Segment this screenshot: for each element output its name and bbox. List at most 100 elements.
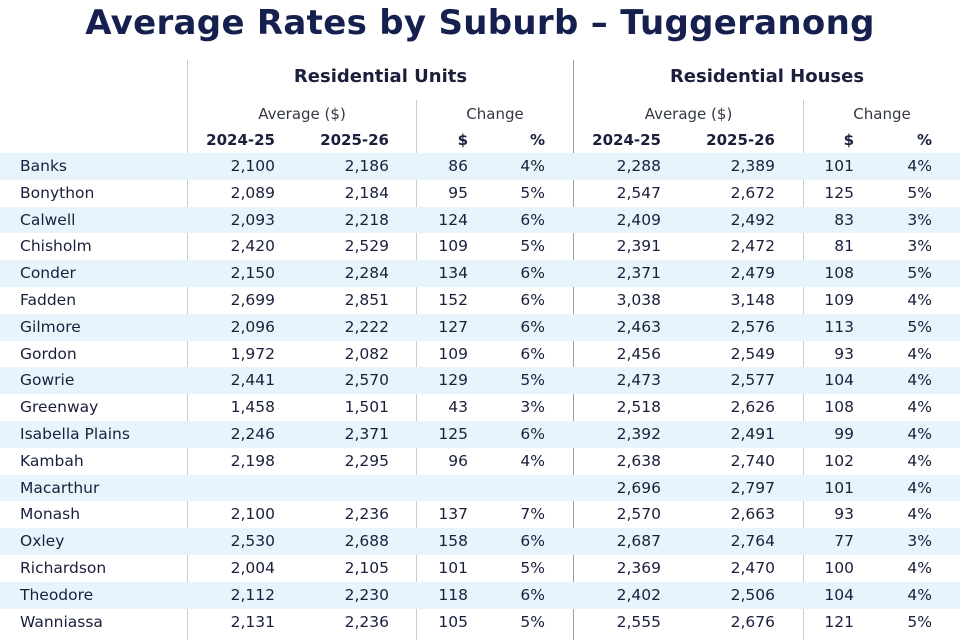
suburb-name: Greenway [20,398,99,417]
divider-middle [573,60,574,640]
units-2024-25-cell: 2,093 [230,210,275,229]
houses-change-percent-cell: 4% [907,585,932,604]
units-2025-26-cell: 2,236 [344,505,389,524]
houses-2024-25-cell: 2,687 [616,532,661,551]
houses-change-dollar-cell: 109 [824,290,854,309]
houses-change-dollar-cell: 121 [824,612,854,631]
houses-2025-26-cell: 2,663 [730,505,775,524]
houses-change-percent-cell: 5% [907,317,932,336]
units-change-dollar-cell: 137 [438,505,468,524]
suburb-name: Gordon [20,344,77,363]
table-row: Gordon 1,972 2,082 109 6% 2,456 2,549 93 4% [0,341,960,368]
houses-2025-26-cell: 2,549 [730,344,775,363]
houses-2024-25-cell: 2,371 [616,264,661,283]
houses-group-header: Residential Houses [669,66,865,87]
suburb-name: Gowrie [20,371,75,390]
table-row: Monash 2,100 2,236 137 7% 2,570 2,663 93 4% [0,501,960,528]
houses-change-percent-cell: 4% [907,398,932,417]
houses-change-dollar-cell: 77 [834,532,854,551]
units-change-percent-cell: 5% [520,237,545,256]
houses-change-dollar-cell: 99 [834,424,854,443]
units-change-dollar-cell: 109 [438,237,468,256]
houses-2025-26-cell: 2,626 [730,398,775,417]
houses-change-percent-cell: 4% [907,558,932,577]
units-change-dollar-cell: 118 [438,585,468,604]
units-2024-25-cell: 2,530 [230,532,275,551]
houses-2025-26-cell: 2,491 [730,424,775,443]
table-row: Bonython 2,089 2,184 95 5% 2,547 2,672 125 5% [0,180,960,207]
houses-change-percent-cell: 4% [907,371,932,390]
houses-change-dollar-cell: 104 [824,585,854,604]
houses-change-dollar-cell: 93 [834,505,854,524]
houses-2025-26-cell: 3,148 [730,290,775,309]
units-change-dollar-cell: 134 [438,264,468,283]
houses-change-percent-cell: 3% [907,237,932,256]
houses-2024-25-cell: 2,638 [616,451,661,470]
units-change-percent-cell: 6% [520,290,545,309]
units-2025-26-cell: 2,851 [344,290,389,309]
units-2025-26-cell: 2,186 [344,157,389,175]
houses-2024-25-cell: 2,555 [616,612,661,631]
units-2025-26-cell: 2,529 [344,237,389,256]
units-change-percent-cell: 6% [520,210,545,229]
divider-left [187,60,188,640]
houses-col-2025-26: 2025-26 [706,131,775,149]
units-2024-25-cell: 2,112 [230,585,275,604]
units-change-header: Change [466,105,524,123]
houses-2024-25-cell: 2,518 [616,398,661,417]
units-2025-26-cell: 2,105 [344,558,389,577]
houses-2024-25-cell: 2,369 [616,558,661,577]
table-row: Gilmore 2,096 2,222 127 6% 2,463 2,576 113 5% [0,313,960,341]
units-change-percent-cell: 6% [520,424,545,443]
units-2025-26-cell: 2,218 [344,210,389,229]
units-change-dollar-cell: 95 [448,183,468,202]
houses-change-dollar-cell: 83 [834,210,854,229]
units-2024-25-cell: 2,246 [230,424,275,443]
suburb-name: Monash [20,505,81,524]
houses-average-header: Average ($) [644,105,733,123]
units-change-dollar-cell: 86 [448,157,468,175]
houses-2024-25-cell: 2,391 [616,237,661,256]
units-change-dollar-cell: 127 [438,317,468,336]
suburb-name: Kambah [20,451,84,470]
houses-change-percent-cell: 5% [907,183,932,202]
houses-change-dollar-cell: 108 [824,398,854,417]
suburb-name: Isabella Plains [20,424,130,443]
units-change-percent-cell: 5% [520,612,545,631]
suburb-name: Calwell [20,210,76,229]
units-change-percent-cell: 6% [520,264,545,283]
table-row: Calwell 2,093 2,218 124 6% 2,409 2,492 83 3% [0,206,960,234]
table-row: Conder 2,150 2,284 134 6% 2,371 2,479 108 5% [0,260,960,287]
units-col-percent: % [529,131,545,149]
units-change-percent-cell: 5% [520,183,545,202]
units-2024-25-cell: 2,699 [230,290,275,309]
units-2024-25-cell: 2,089 [230,183,275,202]
houses-change-dollar-cell: 81 [834,237,854,256]
table-row: Banks 2,100 2,186 86 4% 2,288 2,389 101 4% [0,153,960,180]
table-row: Wanniassa 2,131 2,236 105 5% 2,555 2,676 121 5% [0,609,960,636]
houses-2024-25-cell: 2,392 [616,424,661,443]
table-row: Theodore 2,112 2,230 118 6% 2,402 2,506 104 4% [0,581,960,609]
suburb-name: Bonython [20,183,95,202]
units-change-dollar-cell [388,475,468,502]
table-row: Chisholm 2,420 2,529 109 5% 2,391 2,472 81 3% [0,233,960,260]
suburb-name: Gilmore [20,317,81,336]
units-change-percent-cell: 5% [520,558,545,577]
units-change-dollar-cell: 129 [438,371,468,390]
houses-2025-26-cell: 2,492 [730,210,775,229]
houses-2024-25-cell: 2,570 [616,505,661,524]
units-change-percent-cell: 7% [520,505,545,524]
units-col-2024-25: 2024-25 [206,131,275,149]
table-row: Macarthur 2,696 2,797 101 4% [0,474,960,502]
houses-2024-25-cell: 2,696 [616,478,661,497]
units-2025-26-cell: 1,501 [344,398,389,417]
units-2024-25-cell: 2,131 [230,612,275,631]
suburb-name: Theodore [20,585,94,604]
houses-change-percent-cell: 4% [907,505,932,524]
units-2024-25-cell: 2,150 [230,264,275,283]
table-row: Isabella Plains 2,246 2,371 125 6% 2,392 2,491… [0,420,960,448]
units-2025-26-cell: 2,184 [344,183,389,202]
table-row: Fadden 2,699 2,851 152 6% 3,038 3,148 109 4% [0,287,960,314]
houses-2025-26-cell: 2,577 [730,371,775,390]
houses-change-percent-cell: 3% [907,210,932,229]
